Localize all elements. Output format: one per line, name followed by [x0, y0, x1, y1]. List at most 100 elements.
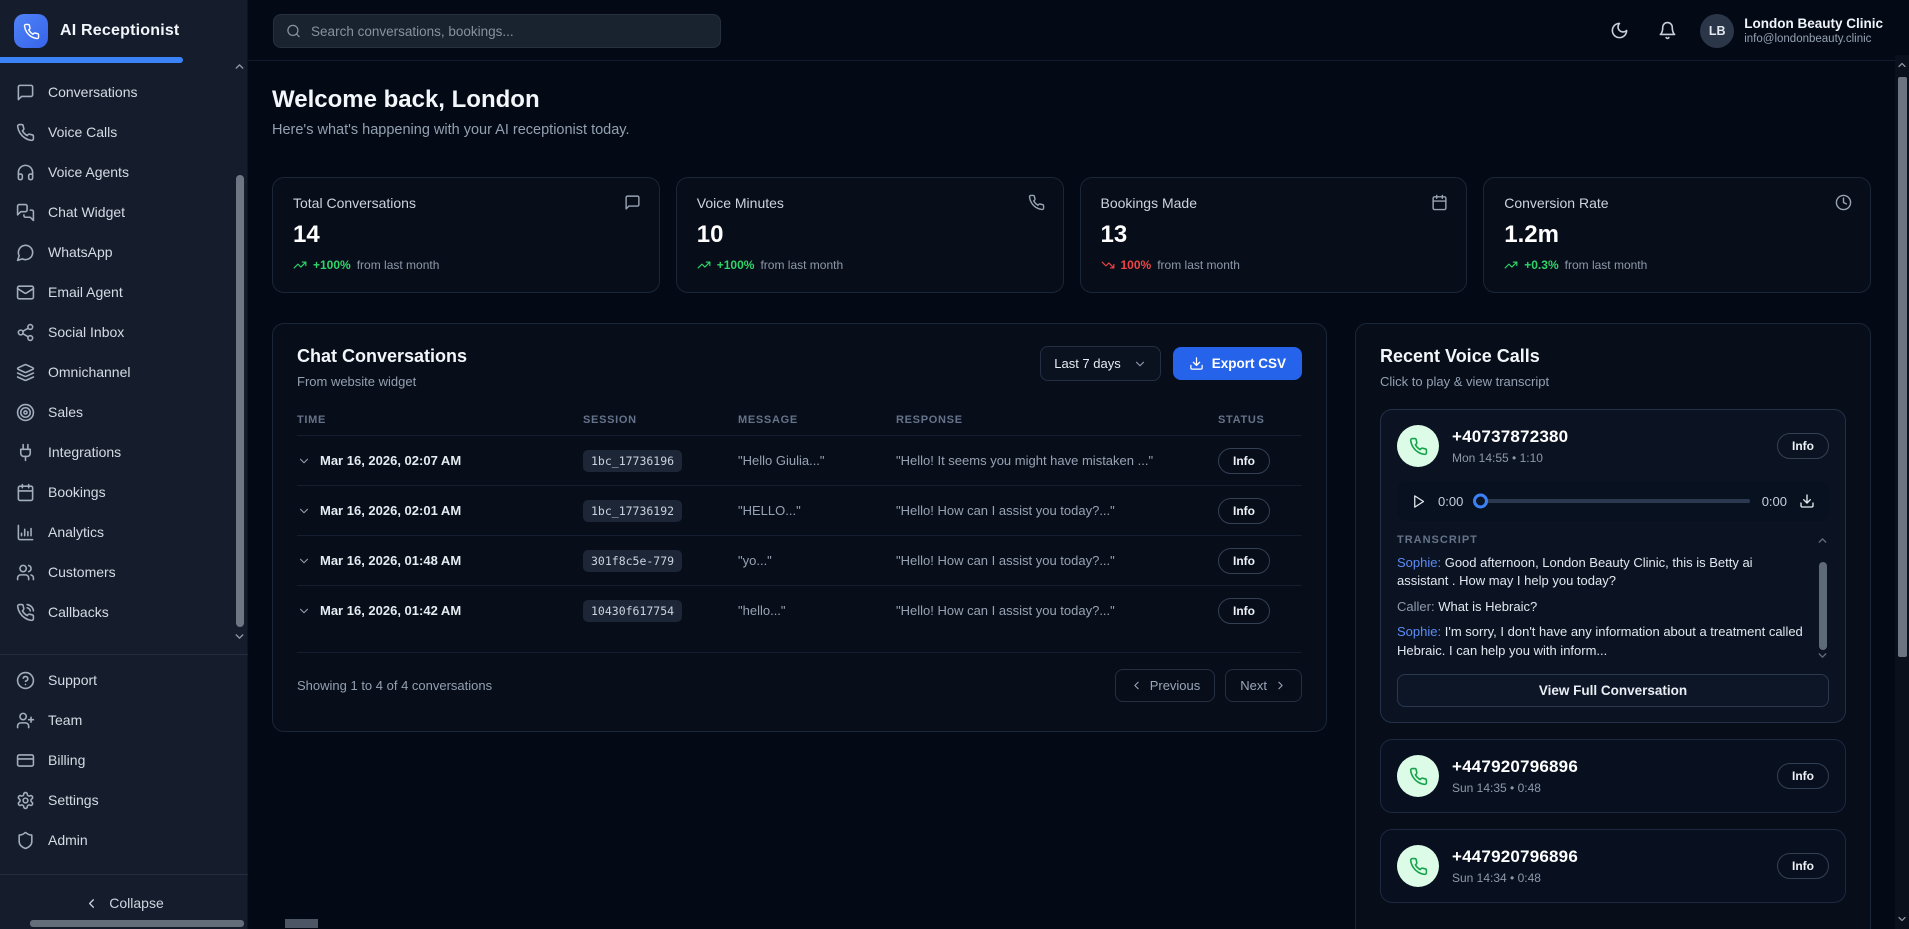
notifications-button[interactable]: [1652, 16, 1682, 46]
sidebar-divider: [0, 874, 248, 875]
voice-call-card[interactable]: +447920796896 Sun 14:34 • 0:48 Info: [1380, 829, 1846, 903]
bell-icon: [1659, 21, 1676, 40]
sidebar-item-team[interactable]: Team: [0, 700, 247, 740]
info-button[interactable]: Info: [1218, 447, 1270, 474]
trending-up-icon: [697, 261, 711, 269]
sidebar-item-customers[interactable]: Customers: [0, 552, 247, 592]
sidebar-item-admin[interactable]: Admin: [0, 820, 247, 860]
session-badge: 1bc_17736192: [583, 499, 683, 522]
pagination-summary: Showing 1 to 4 of 4 conversations: [297, 678, 493, 693]
chevron-down-icon[interactable]: [297, 554, 311, 568]
call-meta: Sun 14:35 • 0:48: [1452, 781, 1541, 795]
chevron-down-icon[interactable]: [297, 454, 311, 468]
share-nodes-icon: [17, 323, 34, 341]
seek-slider[interactable]: [1473, 493, 1750, 509]
topbar-actions: LB London Beauty Clinic info@londonbeaut…: [1604, 0, 1883, 61]
voice-call-card-active[interactable]: +40737872380 Mon 14:55 • 1:10 Info 0:00 …: [1380, 409, 1846, 723]
plug-icon: [19, 443, 32, 461]
chat-widget-icon: [16, 203, 35, 221]
sidebar-item-billing[interactable]: Billing: [0, 740, 247, 780]
trending-down-icon: [1101, 261, 1114, 269]
sidebar-item-analytics[interactable]: Analytics: [0, 512, 247, 552]
sidebar-item-bookings[interactable]: Bookings: [0, 472, 247, 512]
horizontal-scrollbar-thumb[interactable]: [30, 920, 244, 927]
info-button[interactable]: Info: [1218, 497, 1270, 524]
phone-icon: [1409, 437, 1427, 455]
table-row[interactable]: Mar 16, 2026, 02:07 AM 1bc_17736196 "Hel…: [297, 435, 1302, 485]
previous-page-button[interactable]: Previous: [1114, 669, 1216, 702]
download-icon: [1800, 494, 1814, 508]
info-button[interactable]: Info: [1777, 763, 1829, 789]
shield-icon: [18, 831, 33, 849]
search-input[interactable]: [273, 14, 721, 48]
sidebar-secondary-nav: Support Team Billing Settings Admin: [0, 660, 247, 860]
chevron-down-icon[interactable]: [297, 504, 311, 518]
download-icon: [1189, 357, 1203, 370]
info-button[interactable]: Info: [1218, 597, 1270, 624]
phone-icon: [16, 123, 35, 141]
sidebar-item-conversations[interactable]: Conversations: [0, 72, 247, 112]
message-circle-icon: [16, 244, 34, 261]
info-button[interactable]: Info: [1777, 433, 1829, 459]
sidebar-item-whatsapp[interactable]: WhatsApp: [0, 232, 247, 272]
chevron-down-icon[interactable]: [233, 630, 246, 643]
chevron-left-icon: [89, 898, 95, 908]
brand-logo[interactable]: AI Receptionist: [0, 0, 247, 58]
transcript-scrollbar-thumb[interactable]: [1819, 562, 1827, 650]
export-csv-button[interactable]: Export CSV: [1172, 347, 1302, 380]
next-page-button[interactable]: Next: [1225, 669, 1302, 702]
users-icon: [16, 564, 35, 580]
user-plus-icon: [16, 712, 35, 728]
download-button[interactable]: [1799, 493, 1815, 509]
info-button[interactable]: Info: [1777, 853, 1829, 879]
sidebar-item-settings[interactable]: Settings: [0, 780, 247, 820]
search-field[interactable]: [311, 23, 708, 39]
sidebar-item-email-agent[interactable]: Email Agent: [0, 272, 247, 312]
sidebar-item-voice-agents[interactable]: Voice Agents: [0, 152, 247, 192]
sidebar-item-sales[interactable]: Sales: [0, 392, 247, 432]
stat-card-total-conversations: Total Conversations 14 +100% from last m…: [272, 177, 660, 293]
date-range-select[interactable]: Last 7 days: [1040, 346, 1161, 381]
chevron-up-icon[interactable]: [233, 60, 246, 73]
stat-card-bookings-made: Bookings Made 13 100% from last month: [1079, 177, 1468, 293]
theme-toggle-button[interactable]: [1604, 16, 1634, 46]
chat-conversations-panel: Chat Conversations From website widget L…: [272, 323, 1327, 732]
sidebar-scrollbar-thumb[interactable]: [236, 175, 244, 627]
view-full-conversation-button[interactable]: View Full Conversation: [1397, 674, 1829, 707]
table-row[interactable]: Mar 16, 2026, 01:42 AM 10430f617754 "hel…: [297, 585, 1302, 635]
vertical-scrollbar-thumb[interactable]: [1898, 77, 1907, 657]
chevron-up-icon[interactable]: [1816, 534, 1829, 547]
collapse-button[interactable]: Collapse: [0, 886, 248, 920]
voice-call-card[interactable]: +447920796896 Sun 14:35 • 0:48 Info: [1380, 739, 1846, 813]
sidebar-divider: [0, 654, 248, 655]
envelope-icon: [16, 284, 35, 300]
sidebar-item-integrations[interactable]: Integrations: [0, 432, 247, 472]
play-icon: [1414, 494, 1425, 508]
sidebar-item-callbacks[interactable]: Callbacks: [0, 592, 247, 632]
chevron-down-icon[interactable]: [1896, 913, 1908, 925]
table-row[interactable]: Mar 16, 2026, 01:48 AM 301f8c5e-779 "yo.…: [297, 535, 1302, 585]
sidebar-item-social-inbox[interactable]: Social Inbox: [0, 312, 247, 352]
chevron-down-icon[interactable]: [1816, 649, 1829, 662]
sidebar-item-voice-calls[interactable]: Voice Calls: [0, 112, 247, 152]
voice-panel-title: Recent Voice Calls: [1380, 346, 1540, 366]
play-button[interactable]: [1411, 494, 1426, 509]
phone-icon: [1409, 767, 1427, 785]
sidebar-item-support[interactable]: Support: [0, 660, 247, 700]
call-meta: Sun 14:34 • 0:48: [1452, 871, 1541, 885]
slider-thumb[interactable]: [1473, 493, 1489, 509]
info-button[interactable]: Info: [1218, 547, 1270, 574]
chevron-up-icon[interactable]: [1896, 59, 1908, 71]
brand-name: AI Receptionist: [60, 22, 180, 39]
chevron-down-icon[interactable]: [297, 604, 311, 618]
session-badge: 10430f617754: [583, 599, 683, 622]
page-vertical-scrollbar[interactable]: [1895, 55, 1909, 929]
horizontal-scrollbar-thumb[interactable]: [285, 919, 318, 928]
account-menu[interactable]: LB London Beauty Clinic info@londonbeaut…: [1700, 13, 1883, 48]
sidebar-item-chat-widget[interactable]: Chat Widget: [0, 192, 247, 232]
phone-icon: [1028, 194, 1044, 211]
transcript-messages[interactable]: Sophie: Good afternoon, London Beauty Cl…: [1397, 554, 1805, 662]
table-row[interactable]: Mar 16, 2026, 02:01 AM 1bc_17736192 "HEL…: [297, 485, 1302, 535]
phone-call-avatar: [1397, 845, 1439, 887]
sidebar-item-omnichannel[interactable]: Omnichannel: [0, 352, 247, 392]
